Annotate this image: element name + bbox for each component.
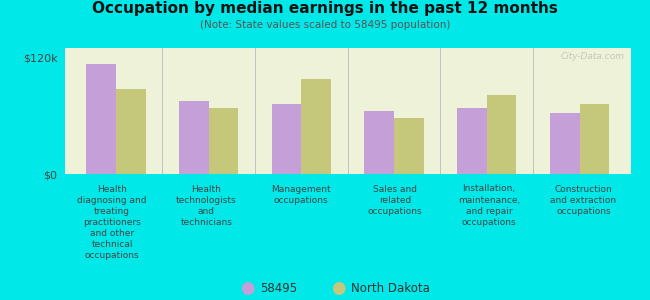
Bar	[365, 111, 394, 174]
Text: Construction
and extraction
occupations: Construction and extraction occupations	[551, 184, 616, 216]
Bar	[209, 108, 239, 174]
Bar	[116, 89, 146, 174]
Bar	[457, 108, 487, 174]
Bar	[487, 94, 517, 174]
Text: Management
occupations: Management occupations	[271, 184, 330, 205]
Text: Occupation by median earnings in the past 12 months: Occupation by median earnings in the pas…	[92, 2, 558, 16]
Text: North Dakota: North Dakota	[351, 281, 430, 295]
Bar	[550, 113, 580, 174]
Text: Sales and
related
occupations: Sales and related occupations	[367, 184, 422, 216]
Bar	[394, 118, 424, 174]
Bar	[86, 64, 116, 174]
Bar	[302, 79, 331, 174]
Text: Health
technologists
and
technicians: Health technologists and technicians	[176, 184, 237, 227]
Text: ●: ●	[240, 279, 254, 297]
Text: Health
diagnosing and
treating
practitioners
and other
technical
occupations: Health diagnosing and treating practitio…	[77, 184, 147, 260]
Bar	[580, 104, 609, 174]
Text: Installation,
maintenance,
and repair
occupations: Installation, maintenance, and repair oc…	[458, 184, 520, 227]
Text: (Note: State values scaled to 58495 population): (Note: State values scaled to 58495 popu…	[200, 20, 450, 29]
Text: 58495: 58495	[260, 281, 297, 295]
Text: ●: ●	[331, 279, 345, 297]
Bar	[179, 101, 209, 174]
Bar	[272, 104, 302, 174]
Text: City-Data.com: City-Data.com	[561, 52, 625, 61]
